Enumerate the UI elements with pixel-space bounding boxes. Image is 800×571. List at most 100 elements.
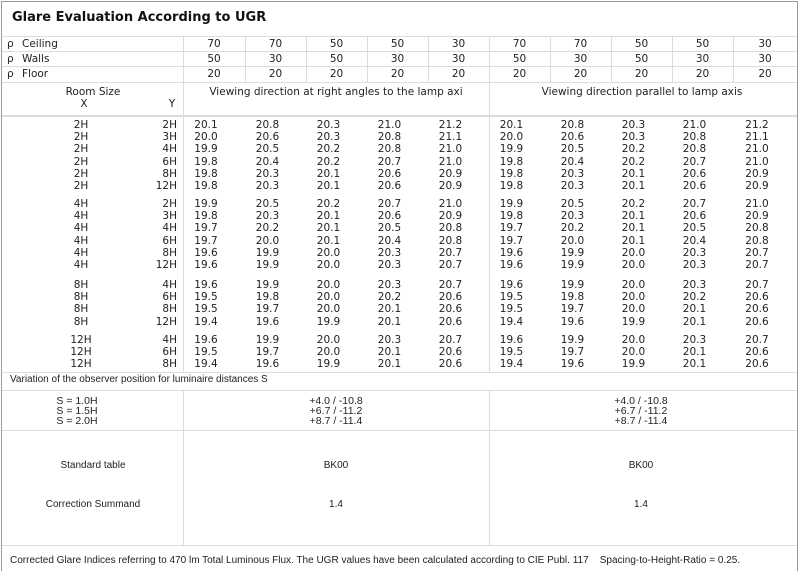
divider <box>733 36 734 82</box>
ugr-value-parallel: 19.8 <box>560 291 585 304</box>
ugr-value-parallel: 19.9 <box>560 259 585 271</box>
room-y: 4H <box>162 279 177 291</box>
ugr-value-parallel: 19.9 <box>560 246 585 259</box>
divider <box>672 36 673 82</box>
ugr-value-right-angles: 20.1 <box>194 119 218 131</box>
ugr-value-right-angles: 21.0 <box>438 198 463 210</box>
ugr-value-right-angles: 19.7 <box>194 234 218 247</box>
reflectance-symbol: ρ <box>7 38 14 50</box>
divider <box>2 430 797 431</box>
ugr-value-right-angles: 20.9 <box>438 210 463 223</box>
ugr-value-right-angles: 20.3 <box>316 131 341 144</box>
ugr-value-right-angles: 20.3 <box>255 210 280 223</box>
ugr-value-parallel: 19.5 <box>499 303 524 316</box>
ugr-value-right-angles: 20.0 <box>316 291 341 304</box>
reflectance-value: 20 <box>758 68 772 80</box>
room-x: 12H <box>70 346 92 359</box>
ugr-value-right-angles: 20.6 <box>255 131 280 144</box>
ugr-value-parallel: 20.8 <box>682 131 707 144</box>
ugr-value-right-angles: 20.7 <box>438 259 463 271</box>
divider <box>183 82 184 372</box>
reflectance-value: 20 <box>268 68 283 80</box>
ugr-value-right-angles: 20.1 <box>316 210 341 223</box>
room-y: 6H <box>162 291 177 304</box>
ugr-value-parallel: 20.9 <box>745 210 769 223</box>
ugr-value-parallel: 20.3 <box>682 259 707 271</box>
ugr-value-parallel: 19.4 <box>499 315 524 328</box>
ugr-value-parallel: 20.2 <box>621 198 646 210</box>
variation-parallel: +8.7 / -11.4 <box>614 415 668 427</box>
variation-label: Variation of the observer position for l… <box>10 374 268 385</box>
ugr-value-right-angles: 20.1 <box>316 180 341 192</box>
ugr-value-parallel: 20.1 <box>621 210 646 223</box>
ugr-value-right-angles: 20.6 <box>438 315 463 328</box>
room-x: 2H <box>73 143 89 156</box>
divider <box>2 116 797 117</box>
room-y: 4H <box>162 334 177 346</box>
ugr-value-parallel: 19.9 <box>499 198 524 210</box>
reflectance-label-walls: Walls <box>22 53 50 65</box>
room-y: 2H <box>162 119 177 131</box>
reflectance-value: 50 <box>512 53 527 65</box>
divider <box>306 36 307 82</box>
ugr-value-right-angles: 20.2 <box>316 198 341 210</box>
ugr-value-parallel: 19.9 <box>560 279 585 291</box>
ugr-value-right-angles: 20.0 <box>316 259 341 271</box>
ugr-value-parallel: 20.7 <box>745 246 769 259</box>
ugr-value-parallel: 20.3 <box>560 210 585 223</box>
room-x: 8H <box>73 303 89 316</box>
room-y: 8H <box>162 246 177 259</box>
standard-table-label: Standard table <box>60 460 126 471</box>
room-y: 8H <box>162 303 177 316</box>
ugr-value-parallel: 20.7 <box>745 334 769 346</box>
ugr-value-parallel: 20.3 <box>560 180 585 192</box>
ugr-value-right-angles: 20.6 <box>377 210 402 223</box>
ugr-value-right-angles: 19.7 <box>255 346 280 359</box>
ugr-value-right-angles: 19.9 <box>255 279 280 291</box>
ugr-value-right-angles: 19.6 <box>194 246 218 259</box>
ugr-value-right-angles: 20.3 <box>377 259 402 271</box>
ugr-value-parallel: 20.5 <box>682 222 707 235</box>
room-x: 4H <box>73 198 89 210</box>
ugr-value-right-angles: 19.6 <box>255 358 280 371</box>
ugr-value-parallel: 20.7 <box>682 198 707 210</box>
ugr-value-parallel: 19.9 <box>621 315 646 328</box>
reflectance-value: 30 <box>573 53 588 65</box>
ugr-value-parallel: 19.6 <box>560 315 585 328</box>
correction-summand-right-angles: 1.4 <box>329 499 343 510</box>
ugr-value-right-angles: 20.8 <box>438 222 463 235</box>
ugr-value-parallel: 19.5 <box>499 346 524 359</box>
divider <box>489 36 490 82</box>
ugr-value-right-angles: 20.5 <box>377 222 402 235</box>
reflectance-value: 70 <box>573 38 588 50</box>
reflectance-value: 50 <box>329 38 344 50</box>
standard-table-parallel: BK00 <box>628 460 654 471</box>
room-x: 2H <box>73 131 89 144</box>
ugr-value-parallel: 20.3 <box>682 246 707 259</box>
divider <box>2 82 797 83</box>
ugr-value-right-angles: 20.6 <box>377 180 402 192</box>
ugr-value-right-angles: 20.2 <box>316 143 341 156</box>
ugr-value-parallel: 20.1 <box>621 222 646 235</box>
ugr-value-right-angles: 20.7 <box>377 198 402 210</box>
ugr-value-parallel: 20.6 <box>682 210 707 223</box>
reflectance-value: 20 <box>512 68 527 80</box>
reflectance-label-floor: Floor <box>22 68 49 80</box>
divider <box>611 36 612 82</box>
ugr-value-right-angles: 20.5 <box>255 143 280 156</box>
room-y: 4H <box>162 143 177 156</box>
ugr-value-right-angles: 19.8 <box>194 155 218 168</box>
ugr-value-parallel: 20.1 <box>621 180 646 192</box>
variation-s: S = 2.0H <box>56 415 98 427</box>
variation-s: S = 1.5H <box>56 405 98 417</box>
reflectance-value: 30 <box>758 53 772 65</box>
ugr-value-right-angles: 20.6 <box>377 167 402 180</box>
ugr-value-right-angles: 20.3 <box>255 167 280 180</box>
ugr-value-right-angles: 20.2 <box>316 155 341 168</box>
room-y: 6H <box>162 234 177 247</box>
ugr-value-right-angles: 20.7 <box>438 279 463 291</box>
ugr-value-right-angles: 20.0 <box>255 234 280 247</box>
footer-note: Corrected Glare Indices referring to 470… <box>10 555 741 566</box>
room-y: 4H <box>162 222 177 235</box>
ugr-value-parallel: 20.2 <box>621 143 646 156</box>
